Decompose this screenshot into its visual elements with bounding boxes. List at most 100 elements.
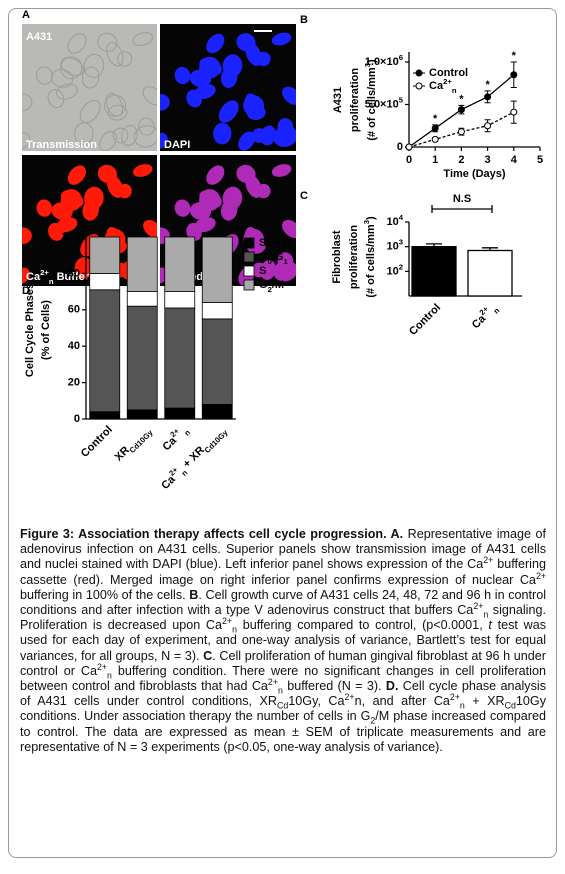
nucleus: [245, 42, 262, 66]
text-run: 10Gy conditions. Under association thera…: [20, 694, 547, 724]
text-run: Ca: [160, 434, 179, 453]
text-run: n: [459, 700, 465, 711]
y-axis-label: (# of cells/mm3): [363, 59, 378, 141]
text-run: Ca: [26, 271, 41, 283]
text-run: B: [189, 587, 199, 602]
bar-segment: [164, 291, 196, 309]
nucleus: [213, 122, 232, 145]
nucleus: [199, 189, 221, 212]
text-run: n: [483, 609, 489, 620]
legend-label: G0/G1: [259, 251, 288, 266]
legend-marker: [415, 69, 423, 77]
x-tick-label: 1: [432, 154, 438, 166]
nucleus: [106, 174, 123, 198]
panel-letter: C: [300, 190, 308, 202]
text-run: 4: [399, 213, 404, 222]
cell-outline: [60, 56, 83, 80]
text-run: 6: [399, 53, 403, 62]
bar: [467, 249, 513, 297]
significance-bracket: [431, 205, 493, 213]
text-run: n: [107, 670, 112, 681]
text-run: 2+: [449, 692, 460, 703]
cell-outline: [83, 53, 105, 78]
text-run: 3: [363, 63, 372, 67]
legend-label: Sub G1: [259, 237, 296, 252]
nucleus: [206, 165, 225, 185]
text-run: t: [488, 618, 492, 633]
text-run: 5: [399, 95, 404, 104]
point: [510, 71, 518, 79]
nucleus: [82, 199, 99, 221]
nucleus: [22, 267, 30, 284]
bar-segment: [201, 404, 233, 420]
text-run: 2+: [443, 77, 452, 86]
significance-star: *: [433, 113, 438, 125]
text-run: n: [232, 624, 238, 635]
legend-swatch: [243, 265, 255, 277]
cell-outline: [47, 89, 65, 108]
y-axis-label: Cell Cycle Phases: [24, 283, 36, 377]
y-tick-label: 40: [68, 340, 80, 352]
cell-outline: [55, 83, 78, 100]
text-run: /M phase increased compared to control. …: [20, 709, 546, 754]
x-tick-label: Ca2+ n: [467, 299, 501, 333]
text-run: Sub G: [259, 237, 291, 249]
bar-segment: [126, 305, 158, 411]
micrograph-content: [160, 155, 296, 286]
text-run: 2+: [535, 570, 546, 581]
nucleus: [218, 100, 239, 123]
text-run: Ca: [159, 473, 178, 492]
text-run: n: [181, 427, 192, 438]
y-tick-label: 0: [397, 141, 403, 153]
cell-outline: [35, 66, 53, 85]
nucleus: [273, 125, 296, 147]
text-run: 3: [362, 220, 371, 224]
text-run: 2+: [483, 555, 494, 566]
text-run: Cd10Gy: [127, 427, 154, 454]
micrograph: [22, 24, 157, 151]
micrograph: [160, 155, 296, 286]
legend-swatch: [243, 279, 255, 291]
x-tick-label: Control: [79, 424, 115, 460]
nucleus: [67, 165, 86, 185]
nucleus: [220, 199, 238, 221]
legend-marker: [415, 82, 423, 90]
nucleus: [260, 259, 276, 280]
cell-outline: [22, 93, 33, 112]
point: [405, 143, 413, 151]
text-run: + XR: [464, 694, 505, 709]
x-tick-label: XRCd10Gy: [113, 423, 155, 465]
nucleus: [48, 222, 64, 241]
nucleus: [199, 56, 221, 79]
text-run: Ca: [470, 312, 489, 331]
nucleus: [36, 199, 53, 217]
cell-outline: [79, 99, 101, 124]
panel-letter: A: [22, 9, 30, 21]
text-run: signaling. Proliferation is decreased up…: [20, 603, 546, 633]
y-tick-label: 60: [68, 304, 80, 316]
text-run: 1: [283, 257, 288, 266]
cell-outline: [132, 32, 153, 46]
point: [431, 124, 439, 132]
bar-segment: [89, 236, 121, 274]
nucleus: [186, 222, 202, 241]
point: [431, 135, 439, 143]
text-run: (# of cells/mm: [366, 67, 378, 141]
nucleus: [186, 89, 202, 108]
text-run: n: [452, 86, 457, 95]
micrograph-content: [22, 24, 157, 151]
bar-segment: [201, 318, 233, 405]
text-run: 2+: [40, 268, 49, 277]
bar: [411, 246, 457, 297]
text-run: 10: [386, 216, 398, 228]
text-run: Cd: [277, 700, 289, 711]
cell-outline: [117, 51, 133, 67]
nucleus: [260, 125, 276, 146]
cell-outline: [133, 125, 157, 148]
x-tick-label: Ca2+ n: [158, 421, 192, 455]
text-run: n: [49, 277, 54, 286]
text-run: Cd10Gy: [202, 427, 229, 454]
bar-segment: [126, 291, 158, 307]
x-axis-label: Time (Days): [443, 168, 505, 180]
text-run: 2+: [267, 676, 278, 687]
